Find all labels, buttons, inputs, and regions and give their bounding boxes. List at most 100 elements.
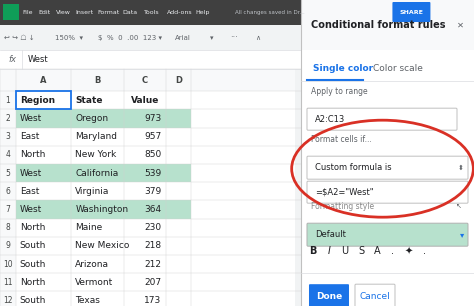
Bar	[0, 69, 301, 91]
Text: =$A2="West": =$A2="West"	[315, 188, 374, 197]
Text: 1: 1	[5, 96, 10, 105]
Bar	[0, 255, 16, 273]
Text: 207: 207	[144, 278, 161, 287]
Text: ✕: ✕	[457, 21, 464, 30]
Text: Edit: Edit	[38, 10, 50, 15]
Text: 230: 230	[144, 223, 161, 232]
Text: ↖: ↖	[456, 203, 462, 209]
Text: 212: 212	[144, 260, 161, 269]
Bar	[16, 200, 191, 218]
Bar	[0, 50, 301, 69]
Text: 10: 10	[3, 260, 13, 269]
FancyBboxPatch shape	[309, 284, 349, 306]
Bar	[295, 69, 301, 306]
Text: 150%  ▾: 150% ▾	[55, 35, 83, 41]
Text: B: B	[94, 76, 101, 85]
Bar	[0, 164, 16, 182]
Text: Vermont: Vermont	[75, 278, 114, 287]
Text: North: North	[19, 151, 45, 159]
Text: B: B	[310, 246, 317, 256]
FancyBboxPatch shape	[307, 156, 468, 179]
Text: .: .	[392, 246, 394, 256]
Text: 539: 539	[144, 169, 161, 177]
Bar	[0, 25, 301, 50]
Text: I: I	[328, 246, 330, 256]
Text: Apply to range: Apply to range	[311, 87, 368, 96]
Text: East: East	[19, 187, 39, 196]
Bar	[0, 291, 16, 306]
Text: West: West	[19, 205, 42, 214]
Text: S: S	[358, 246, 364, 256]
Text: 9: 9	[5, 241, 10, 250]
Text: 218: 218	[144, 241, 161, 250]
Bar	[0, 218, 16, 237]
Text: ▾: ▾	[210, 35, 213, 41]
Text: Done: Done	[316, 292, 342, 301]
Text: 12: 12	[3, 296, 13, 305]
Text: 8: 8	[5, 223, 10, 232]
FancyBboxPatch shape	[307, 223, 468, 246]
Text: 973: 973	[144, 114, 161, 123]
Text: 7: 7	[5, 205, 10, 214]
FancyBboxPatch shape	[307, 181, 468, 203]
Text: South: South	[19, 296, 46, 305]
Text: Virginia: Virginia	[75, 187, 109, 196]
Text: New Mexico: New Mexico	[75, 241, 130, 250]
Text: South: South	[19, 260, 46, 269]
Text: New York: New York	[75, 151, 117, 159]
Text: All changes saved in Dr...: All changes saved in Dr...	[235, 10, 305, 15]
Text: A: A	[374, 246, 380, 256]
Text: Format: Format	[97, 10, 119, 15]
Text: .: .	[423, 246, 427, 256]
Text: 364: 364	[144, 205, 161, 214]
Text: ↩ ↪ ☖ ↓: ↩ ↪ ☖ ↓	[4, 35, 35, 41]
Text: Cancel: Cancel	[360, 292, 391, 301]
Text: D: D	[175, 76, 182, 85]
Text: 850: 850	[144, 151, 161, 159]
Text: Maryland: Maryland	[75, 132, 118, 141]
Text: West: West	[28, 55, 49, 64]
Bar	[0, 109, 16, 128]
Text: South: South	[19, 241, 46, 250]
Text: West: West	[19, 114, 42, 123]
Text: ∧: ∧	[255, 35, 260, 41]
Text: Conditional format rules: Conditional format rules	[311, 20, 446, 30]
Text: Formatting style: Formatting style	[311, 202, 374, 211]
Bar	[0, 146, 16, 164]
Text: 3: 3	[5, 132, 10, 141]
FancyBboxPatch shape	[392, 2, 430, 22]
Text: 5: 5	[5, 169, 10, 177]
Bar	[0, 273, 16, 291]
Bar	[0, 182, 16, 200]
Text: Add-ons: Add-ons	[167, 10, 192, 15]
Text: 11: 11	[3, 278, 13, 287]
Text: 173: 173	[144, 296, 161, 305]
Text: Arizona: Arizona	[75, 260, 109, 269]
Text: U: U	[341, 246, 348, 256]
Text: ···: ···	[230, 33, 238, 42]
Bar	[3, 4, 19, 20]
Text: East: East	[19, 132, 39, 141]
Text: View: View	[56, 10, 71, 15]
Bar	[301, 0, 474, 306]
Text: C: C	[142, 76, 148, 85]
Text: West: West	[19, 169, 42, 177]
Text: California: California	[75, 169, 118, 177]
Text: Value: Value	[131, 96, 159, 105]
Text: Format cells if...: Format cells if...	[311, 135, 372, 144]
Text: 4: 4	[5, 151, 10, 159]
FancyBboxPatch shape	[355, 284, 395, 306]
Text: Washington: Washington	[75, 205, 128, 214]
Text: North: North	[19, 278, 45, 287]
Text: Default: Default	[315, 230, 346, 239]
Bar	[0, 69, 301, 306]
FancyBboxPatch shape	[307, 108, 457, 130]
Text: Texas: Texas	[75, 296, 100, 305]
Text: Custom formula is: Custom formula is	[315, 163, 392, 172]
Text: 2: 2	[5, 114, 10, 123]
Text: Single color: Single color	[313, 64, 373, 73]
Bar	[0, 200, 16, 218]
Text: SHARE: SHARE	[400, 9, 423, 14]
Text: 6: 6	[5, 187, 10, 196]
Text: A2:C13: A2:C13	[315, 115, 345, 124]
